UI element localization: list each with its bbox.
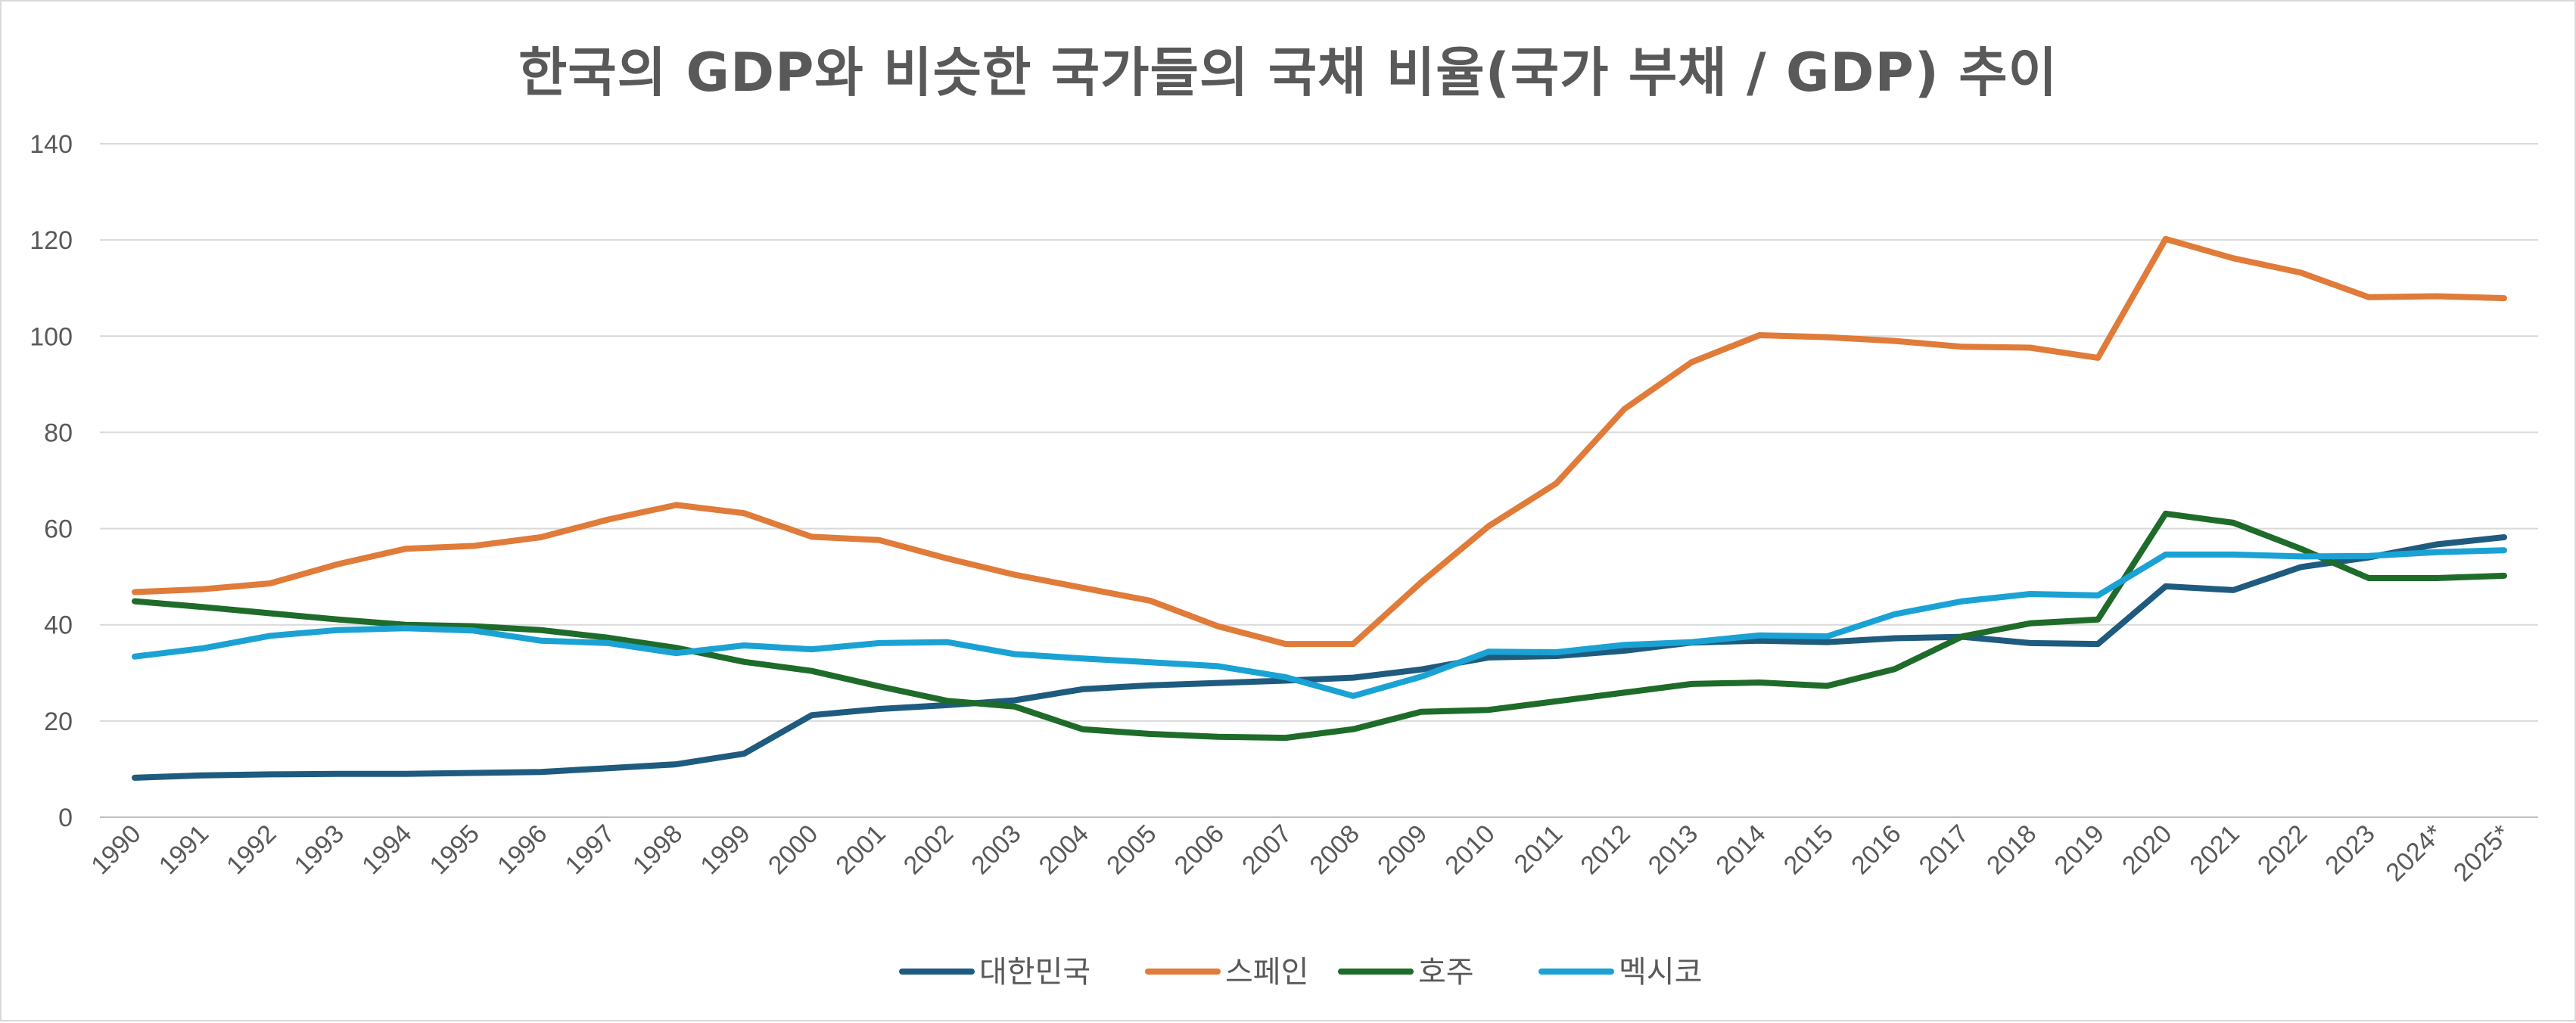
x-tick-label: 2021: [2184, 819, 2245, 880]
x-tick-label: 2014: [1710, 819, 1771, 880]
legend-label: 대한민국: [979, 955, 1090, 990]
legend-label: 스페인: [1225, 955, 1308, 990]
x-tick-label: 2010: [1439, 819, 1500, 880]
legend-label: 멕시코: [1619, 955, 1702, 990]
x-tick-label: 2006: [1169, 819, 1230, 880]
x-tick-label: 2019: [2049, 819, 2110, 880]
x-tick-label: 2023: [2319, 819, 2380, 880]
x-tick-label: 2003: [966, 819, 1026, 880]
x-tick-label: 2009: [1372, 819, 1433, 880]
legend-label: 호주: [1418, 955, 1474, 990]
x-tick-label: 1998: [627, 819, 688, 880]
x-tick-label: 2015: [1778, 819, 1839, 880]
y-tick-label: 60: [44, 515, 73, 544]
x-tick-label: 2004: [1034, 819, 1094, 880]
x-tick-label: 1996: [492, 819, 552, 880]
x-tick-label: 1997: [560, 819, 621, 880]
x-tick-label: 1995: [425, 819, 485, 880]
x-tick-label: 1999: [695, 819, 755, 880]
x-tick-label: 2017: [1914, 819, 1974, 880]
y-tick-label: 0: [58, 804, 73, 832]
series-line-멕시코: [132, 547, 2507, 699]
y-tick-label: 100: [30, 322, 73, 351]
y-tick-label: 80: [44, 418, 73, 447]
x-tick-label: 2020: [2117, 819, 2177, 880]
x-tick-label: 2016: [1846, 819, 1906, 880]
x-tick-label: 1991: [154, 819, 214, 880]
y-tick-label: 120: [30, 226, 73, 255]
x-tick-label: 2022: [2252, 819, 2313, 880]
x-tick-label: 2011: [1509, 819, 1569, 879]
x-tick-label: 1992: [221, 819, 282, 880]
x-tick-label: 2024*: [2380, 819, 2448, 888]
x-tick-label: 2012: [1575, 819, 1635, 880]
x-tick-label: 1993: [289, 819, 350, 880]
x-tick-label: 2002: [898, 819, 959, 880]
x-tick-label: 2005: [1101, 819, 1162, 880]
x-tick-label: 2013: [1643, 819, 1703, 880]
x-tick-label: 2001: [830, 819, 891, 880]
x-tick-label: 2025*: [2448, 819, 2516, 888]
series-line-호주: [132, 510, 2507, 742]
x-tick-label: 2008: [1305, 819, 1365, 880]
series-line-대한민국: [132, 534, 2507, 781]
x-tick-label: 2007: [1237, 819, 1297, 880]
x-tick-label: 1994: [356, 819, 417, 880]
x-tick-label: 1990: [86, 819, 146, 880]
series-line-스페인: [132, 235, 2507, 648]
x-tick-label: 2018: [1981, 819, 2042, 880]
y-tick-label: 20: [44, 707, 73, 736]
y-tick-label: 140: [30, 130, 73, 159]
chart-title: 한국의 GDP와 비슷한 국가들의 국채 비율(국가 부채 / GDP) 추이: [518, 42, 2058, 104]
y-tick-label: 40: [44, 611, 73, 640]
x-tick-label: 2000: [763, 819, 823, 880]
